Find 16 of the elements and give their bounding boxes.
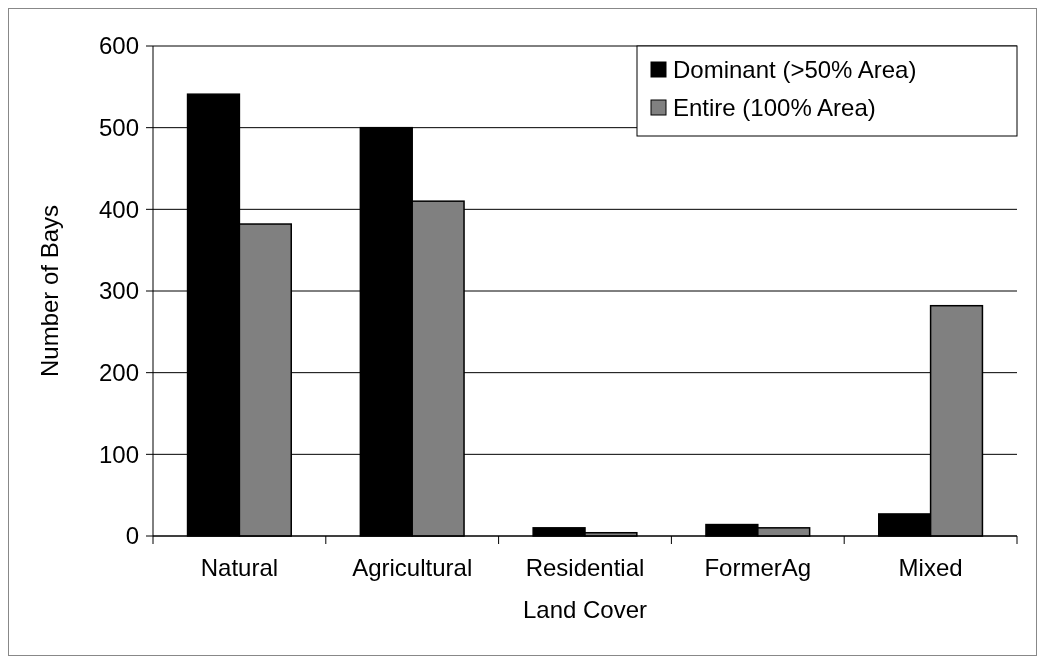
- y-tick-label: 100: [98, 440, 139, 468]
- y-tick-label: 200: [98, 359, 139, 387]
- legend-label: Dominant (>50% Area): [673, 56, 917, 84]
- x-tick-label: Natural: [200, 554, 279, 581]
- y-tick-label: 400: [98, 195, 139, 223]
- y-tick-label: 500: [98, 114, 139, 142]
- legend-label: Entire (100% Area): [673, 94, 876, 122]
- x-tick-label: Agricultural: [352, 554, 473, 581]
- y-tick-label: 0: [125, 522, 139, 550]
- y-axis-title: Number of Bays: [36, 204, 63, 378]
- x-tick-label: Residential: [525, 554, 645, 581]
- y-tick-label: 300: [98, 277, 139, 305]
- x-axis-title: Land Cover: [522, 596, 648, 623]
- y-tick-label: 600: [98, 32, 139, 60]
- x-tick-label: FormerAg: [704, 554, 812, 581]
- x-tick-label: Mixed: [898, 554, 963, 581]
